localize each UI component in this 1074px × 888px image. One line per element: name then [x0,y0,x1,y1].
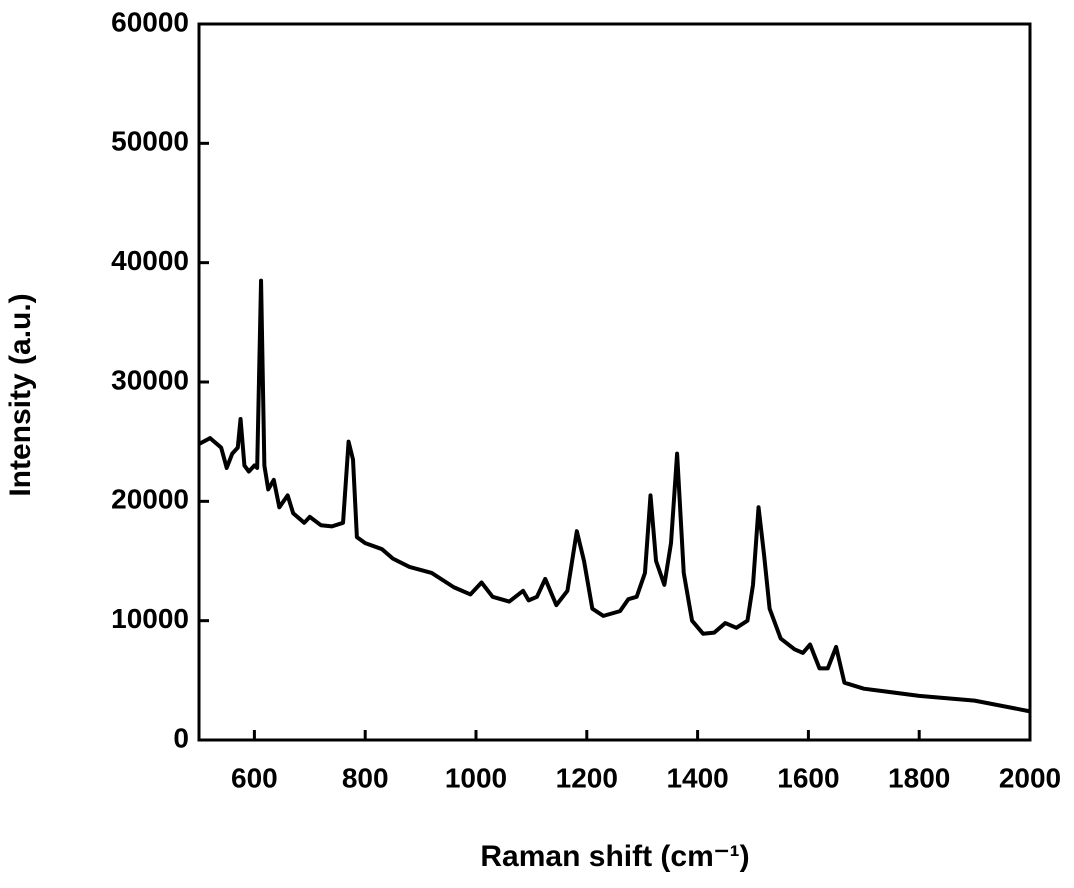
plot-frame [197,22,1032,742]
x-tick-label: 1400 [666,762,728,793]
y-tick-label: 30000 [111,364,189,395]
y-tick-label: 60000 [111,6,189,37]
y-tick-label: 10000 [111,603,189,634]
x-tick-label: 600 [231,762,278,793]
y-tick-label: 50000 [111,126,189,157]
x-tick-label: 1000 [445,762,507,793]
x-tick-label: 2000 [999,762,1061,793]
x-axis-label: Raman shift (cm⁻¹) [480,840,749,873]
x-tick-label: 1600 [777,762,839,793]
y-tick-label: 20000 [111,484,189,515]
y-tick-label: 0 [173,722,189,753]
x-tick-label: 1800 [888,762,950,793]
y-tick-label: 40000 [111,245,189,276]
x-tick-label: 1200 [556,762,618,793]
y-axis-label: Intensity (a.u.) [4,293,37,496]
x-tick-label: 800 [342,762,389,793]
spectrum-line [198,278,1031,714]
